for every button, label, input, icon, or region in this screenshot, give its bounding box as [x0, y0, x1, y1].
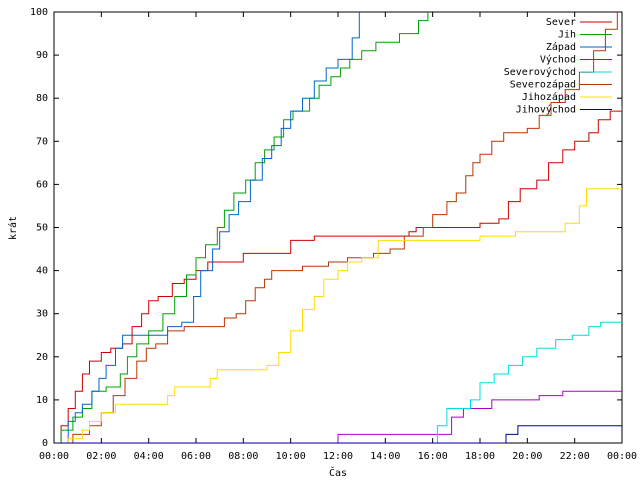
- x-tick-label: 16:00: [418, 451, 448, 462]
- x-tick-label: 02:00: [86, 451, 116, 462]
- legend-label: Východ: [540, 54, 576, 66]
- x-tick-label: 10:00: [276, 451, 306, 462]
- x-tick-label: 00:00: [39, 451, 69, 462]
- x-tick-label: 14:00: [370, 451, 400, 462]
- x-axis-title: Čas: [329, 466, 347, 479]
- legend-label: Jihovýchod: [516, 104, 576, 116]
- x-tick-label: 04:00: [134, 451, 164, 462]
- y-axis-title: krát: [7, 216, 19, 240]
- x-tick-label: 20:00: [512, 451, 542, 462]
- legend-label: Jih: [558, 30, 576, 41]
- x-tick-label: 06:00: [181, 451, 211, 462]
- y-tick-label: 50: [36, 223, 48, 234]
- series-line: [54, 12, 360, 443]
- y-tick-label: 70: [36, 136, 48, 147]
- legend-label: Severovýchod: [504, 66, 576, 78]
- y-tick-label: 20: [36, 352, 48, 363]
- x-tick-label: 12:00: [323, 451, 353, 462]
- y-tick-label: 60: [36, 179, 48, 190]
- series-line: [54, 321, 622, 443]
- y-tick-label: 10: [36, 395, 48, 406]
- legend-label: Západ: [546, 41, 576, 53]
- x-tick-label: 08:00: [228, 451, 258, 462]
- y-tick-label: 40: [36, 266, 48, 277]
- y-tick-label: 30: [36, 309, 48, 320]
- x-tick-label: 00:00: [607, 451, 637, 462]
- series-line: [54, 12, 429, 443]
- series-line: [54, 425, 622, 443]
- legend: Sever JihZápadVýchodSeverovýchodSeverozáp…: [504, 17, 612, 116]
- series-line: [54, 390, 622, 443]
- y-tick-label: 0: [42, 438, 48, 449]
- y-axis-ticks: 0 10 20 30 40 50 60 70 80 90 100: [30, 7, 622, 449]
- x-tick-label: 18:00: [465, 451, 495, 462]
- legend-label: Jihozápad: [522, 91, 576, 103]
- series-line: [54, 106, 622, 443]
- legend-label: Severozápad: [510, 79, 576, 91]
- series-line: [54, 188, 622, 443]
- legend-label: Sever: [546, 17, 576, 28]
- y-tick-label: 90: [36, 50, 48, 61]
- x-tick-label: 22:00: [560, 451, 590, 462]
- y-tick-label: 80: [36, 93, 48, 104]
- series-lines: [54, 12, 622, 443]
- y-tick-label: 100: [30, 7, 48, 18]
- x-axis-ticks: 00:00 02:00 04:00 06:00 08:00 10:00 12:00 14:00…: [39, 12, 637, 462]
